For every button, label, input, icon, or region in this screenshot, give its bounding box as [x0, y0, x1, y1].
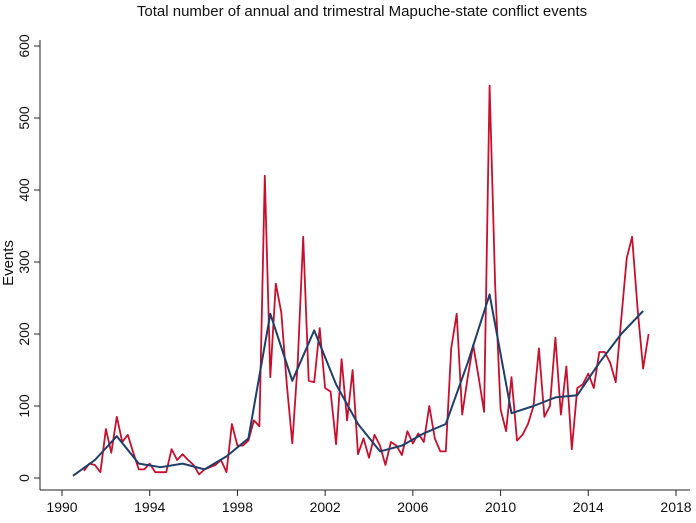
y-tick-label: 100: [16, 394, 32, 418]
x-tick-label: 2006: [397, 499, 428, 515]
y-tick-label: 600: [16, 34, 32, 58]
x-tick-label: 2014: [573, 499, 604, 515]
y-tick-label: 200: [16, 322, 32, 346]
y-axis-label: Events: [0, 240, 17, 286]
x-tick-label: 2010: [485, 499, 516, 515]
y-tick-label: 0: [16, 474, 32, 482]
x-tick-label: 1990: [46, 499, 77, 515]
series-line-trimestral: [84, 86, 649, 475]
y-tick-label: 500: [16, 106, 32, 130]
x-tick-label: 1998: [222, 499, 253, 515]
y-tick-label: 400: [16, 178, 32, 202]
y-tick-label: 300: [16, 250, 32, 274]
x-tick-label: 2002: [310, 499, 341, 515]
x-tick-label: 1994: [134, 499, 165, 515]
chart-title: Total number of annual and trimestral Ma…: [137, 3, 587, 20]
x-tick-label: 2018: [660, 499, 691, 515]
